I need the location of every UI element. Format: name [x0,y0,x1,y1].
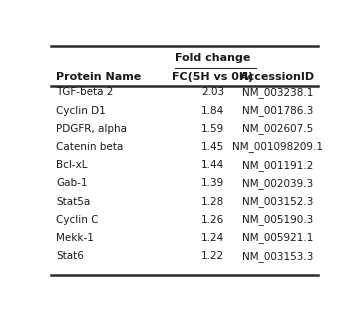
Text: 2.03: 2.03 [201,87,224,97]
Text: Fold change: Fold change [175,53,250,63]
Text: Stat6: Stat6 [56,251,84,261]
Text: 1.28: 1.28 [201,197,224,207]
Text: 1.45: 1.45 [201,142,224,152]
Text: NM_001098209.1: NM_001098209.1 [233,141,324,152]
Text: Catenin beta: Catenin beta [56,142,123,152]
Text: Cyclin D1: Cyclin D1 [56,106,106,116]
Text: 1.44: 1.44 [201,160,224,170]
Text: TGF-beta 2: TGF-beta 2 [56,87,113,97]
Text: NM_002039.3: NM_002039.3 [242,178,314,189]
Text: NM_005921.1: NM_005921.1 [242,232,314,243]
Text: FC(5H vs 0H): FC(5H vs 0H) [172,72,253,82]
Text: Cyclin C: Cyclin C [56,215,99,225]
Text: NM_003152.3: NM_003152.3 [242,196,314,207]
Text: 1.24: 1.24 [201,233,224,243]
Text: 1.84: 1.84 [201,106,224,116]
Text: NM_001786.3: NM_001786.3 [242,105,314,116]
Text: 1.39: 1.39 [201,178,224,188]
Text: Mekk-1: Mekk-1 [56,233,94,243]
Text: Protein Name: Protein Name [56,72,141,82]
Text: 1.22: 1.22 [201,251,224,261]
Text: NM_002607.5: NM_002607.5 [242,123,314,134]
Text: 1.59: 1.59 [201,124,224,134]
Text: NM_003153.3: NM_003153.3 [242,251,314,261]
Text: AccessionID: AccessionID [240,72,315,82]
Text: PDGFR, alpha: PDGFR, alpha [56,124,127,134]
Text: NM_005190.3: NM_005190.3 [242,214,314,225]
Text: Bcl-xL: Bcl-xL [56,160,88,170]
Text: NM_003238.1: NM_003238.1 [242,87,314,98]
Text: 1.26: 1.26 [201,215,224,225]
Text: NM_001191.2: NM_001191.2 [242,160,314,171]
Text: Stat5a: Stat5a [56,197,90,207]
Text: Gab-1: Gab-1 [56,178,88,188]
